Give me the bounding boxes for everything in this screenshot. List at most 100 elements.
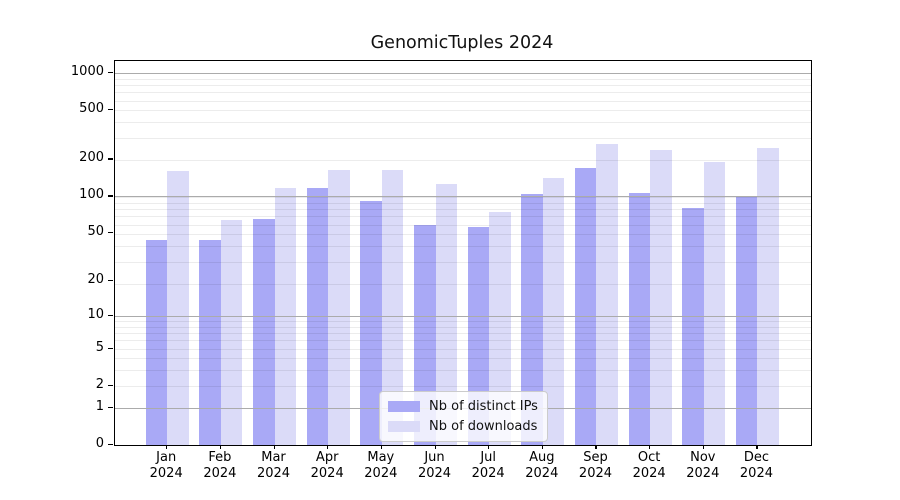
x-tick-label-apr: Apr 2024 bbox=[310, 450, 344, 481]
gridline-minor bbox=[115, 100, 811, 102]
x-tick-mark bbox=[380, 445, 383, 449]
y-tick-mark bbox=[108, 71, 113, 74]
x-tick-label-jul: Jul 2024 bbox=[471, 450, 505, 481]
bar-downloads-jun bbox=[435, 184, 457, 445]
legend: Nb of distinct IPs Nb of downloads bbox=[379, 391, 548, 442]
gridline-minor bbox=[115, 370, 811, 372]
legend-label-distinct-ips: Nb of distinct IPs bbox=[429, 399, 538, 414]
gridline-minor bbox=[115, 340, 811, 342]
gridline-minor bbox=[115, 197, 811, 198]
plot-area: Nb of distinct IPs Nb of downloads bbox=[114, 60, 812, 446]
bar-distinct-ips-mar bbox=[253, 218, 275, 445]
bar-downloads-aug bbox=[542, 177, 565, 445]
y-tick-mark bbox=[108, 158, 113, 160]
bar-distinct-ips-aug bbox=[521, 194, 543, 445]
bar-downloads-sep bbox=[596, 143, 618, 445]
y-tick-label-1000: 1000 bbox=[70, 63, 104, 79]
chart-title: GenomicTuples 2024 bbox=[370, 33, 554, 53]
gridline-minor bbox=[115, 348, 811, 350]
y-tick-mark bbox=[108, 384, 113, 387]
legend-label-downloads: Nb of downloads bbox=[429, 419, 538, 434]
y-tick-label-20: 20 bbox=[87, 272, 104, 288]
x-tick-mark bbox=[649, 445, 651, 449]
x-tick-label-nov: Nov 2024 bbox=[686, 450, 720, 481]
y-tick-mark bbox=[108, 314, 113, 317]
bar-downloads-feb bbox=[220, 220, 243, 445]
gridline-minor bbox=[115, 234, 811, 236]
y-tick-label-2: 2 bbox=[95, 376, 104, 392]
y-tick-label-200: 200 bbox=[79, 150, 104, 166]
bar-distinct-ips-nov bbox=[682, 208, 704, 445]
gridline-minor bbox=[115, 209, 811, 211]
x-tick-label-dec: Dec 2024 bbox=[739, 450, 773, 481]
x-tick-label-jun: Jun 2024 bbox=[417, 450, 452, 481]
x-tick-mark bbox=[756, 445, 758, 449]
bar-downloads-oct bbox=[650, 150, 672, 445]
legend-item-downloads: Nb of downloads bbox=[388, 418, 538, 435]
x-tick-mark bbox=[595, 445, 597, 449]
bar-distinct-ips-jan bbox=[145, 240, 168, 445]
x-tick-label-oct: Oct 2024 bbox=[632, 450, 666, 481]
bar-downloads-jan bbox=[167, 171, 189, 445]
x-tick-mark bbox=[219, 445, 222, 449]
y-tick-mark bbox=[108, 444, 113, 446]
gridline-minor bbox=[115, 202, 811, 204]
bar-distinct-ips-sep bbox=[574, 168, 597, 445]
x-tick-mark bbox=[166, 445, 168, 449]
bar-distinct-ips-may bbox=[360, 200, 382, 445]
y-tick-mark bbox=[108, 195, 113, 197]
gridline-major bbox=[115, 72, 811, 74]
x-tick-mark bbox=[541, 445, 543, 449]
bar-downloads-apr bbox=[328, 170, 350, 445]
gridline-minor bbox=[115, 333, 811, 335]
gridline-minor bbox=[115, 283, 811, 285]
gridline-minor bbox=[115, 224, 811, 226]
bar-distinct-ips-jun bbox=[414, 225, 436, 445]
gridline-minor bbox=[115, 92, 811, 94]
gridline-minor bbox=[115, 321, 811, 322]
legend-swatch-distinct-ips bbox=[388, 401, 420, 412]
y-tick-label-5: 5 bbox=[95, 339, 104, 355]
gridline-minor bbox=[115, 246, 811, 248]
gridline-minor bbox=[115, 85, 811, 87]
x-tick-mark bbox=[273, 445, 275, 449]
y-tick-label-10: 10 bbox=[87, 306, 104, 322]
gridline-major bbox=[115, 196, 811, 198]
bar-downloads-jul bbox=[489, 211, 511, 445]
y-tick-label-0: 0 bbox=[95, 436, 104, 451]
legend-swatch-downloads bbox=[388, 421, 420, 432]
y-tick-label-50: 50 bbox=[87, 224, 104, 240]
gridline-minor bbox=[115, 159, 811, 161]
gridline-minor bbox=[115, 78, 811, 80]
gridline-minor bbox=[115, 326, 811, 328]
gridline-minor bbox=[115, 261, 811, 263]
x-tick-label-jan: Jan 2024 bbox=[149, 450, 183, 481]
bar-distinct-ips-oct bbox=[628, 192, 651, 445]
gridline-minor bbox=[115, 216, 811, 218]
x-tick-label-mar: Mar 2024 bbox=[256, 450, 291, 481]
y-tick-label-500: 500 bbox=[79, 101, 104, 117]
y-tick-mark bbox=[108, 406, 113, 408]
gridline-minor bbox=[115, 385, 811, 387]
legend-item-distinct-ips: Nb of distinct IPs bbox=[388, 398, 538, 415]
bar-distinct-ips-jul bbox=[467, 227, 490, 445]
grid-layer bbox=[115, 61, 811, 445]
gridline-major bbox=[115, 315, 811, 317]
bar-downloads-nov bbox=[703, 162, 726, 445]
x-tick-label-feb: Feb 2024 bbox=[203, 450, 237, 481]
x-tick-mark bbox=[434, 445, 436, 449]
bar-distinct-ips-feb bbox=[199, 240, 221, 445]
bar-downloads-may bbox=[381, 169, 404, 445]
y-tick-label-100: 100 bbox=[79, 187, 104, 203]
y-tick-mark bbox=[108, 232, 113, 234]
x-tick-label-may: May 2024 bbox=[364, 450, 398, 481]
x-tick-label-aug: Aug 2024 bbox=[525, 450, 559, 481]
gridline-minor bbox=[115, 110, 811, 112]
x-tick-mark bbox=[702, 445, 704, 449]
y-tick-label-1: 1 bbox=[95, 398, 104, 414]
x-tick-mark bbox=[488, 445, 490, 449]
y-tick-mark bbox=[108, 347, 113, 349]
y-tick-mark bbox=[108, 109, 113, 111]
gridline-minor bbox=[115, 122, 811, 124]
